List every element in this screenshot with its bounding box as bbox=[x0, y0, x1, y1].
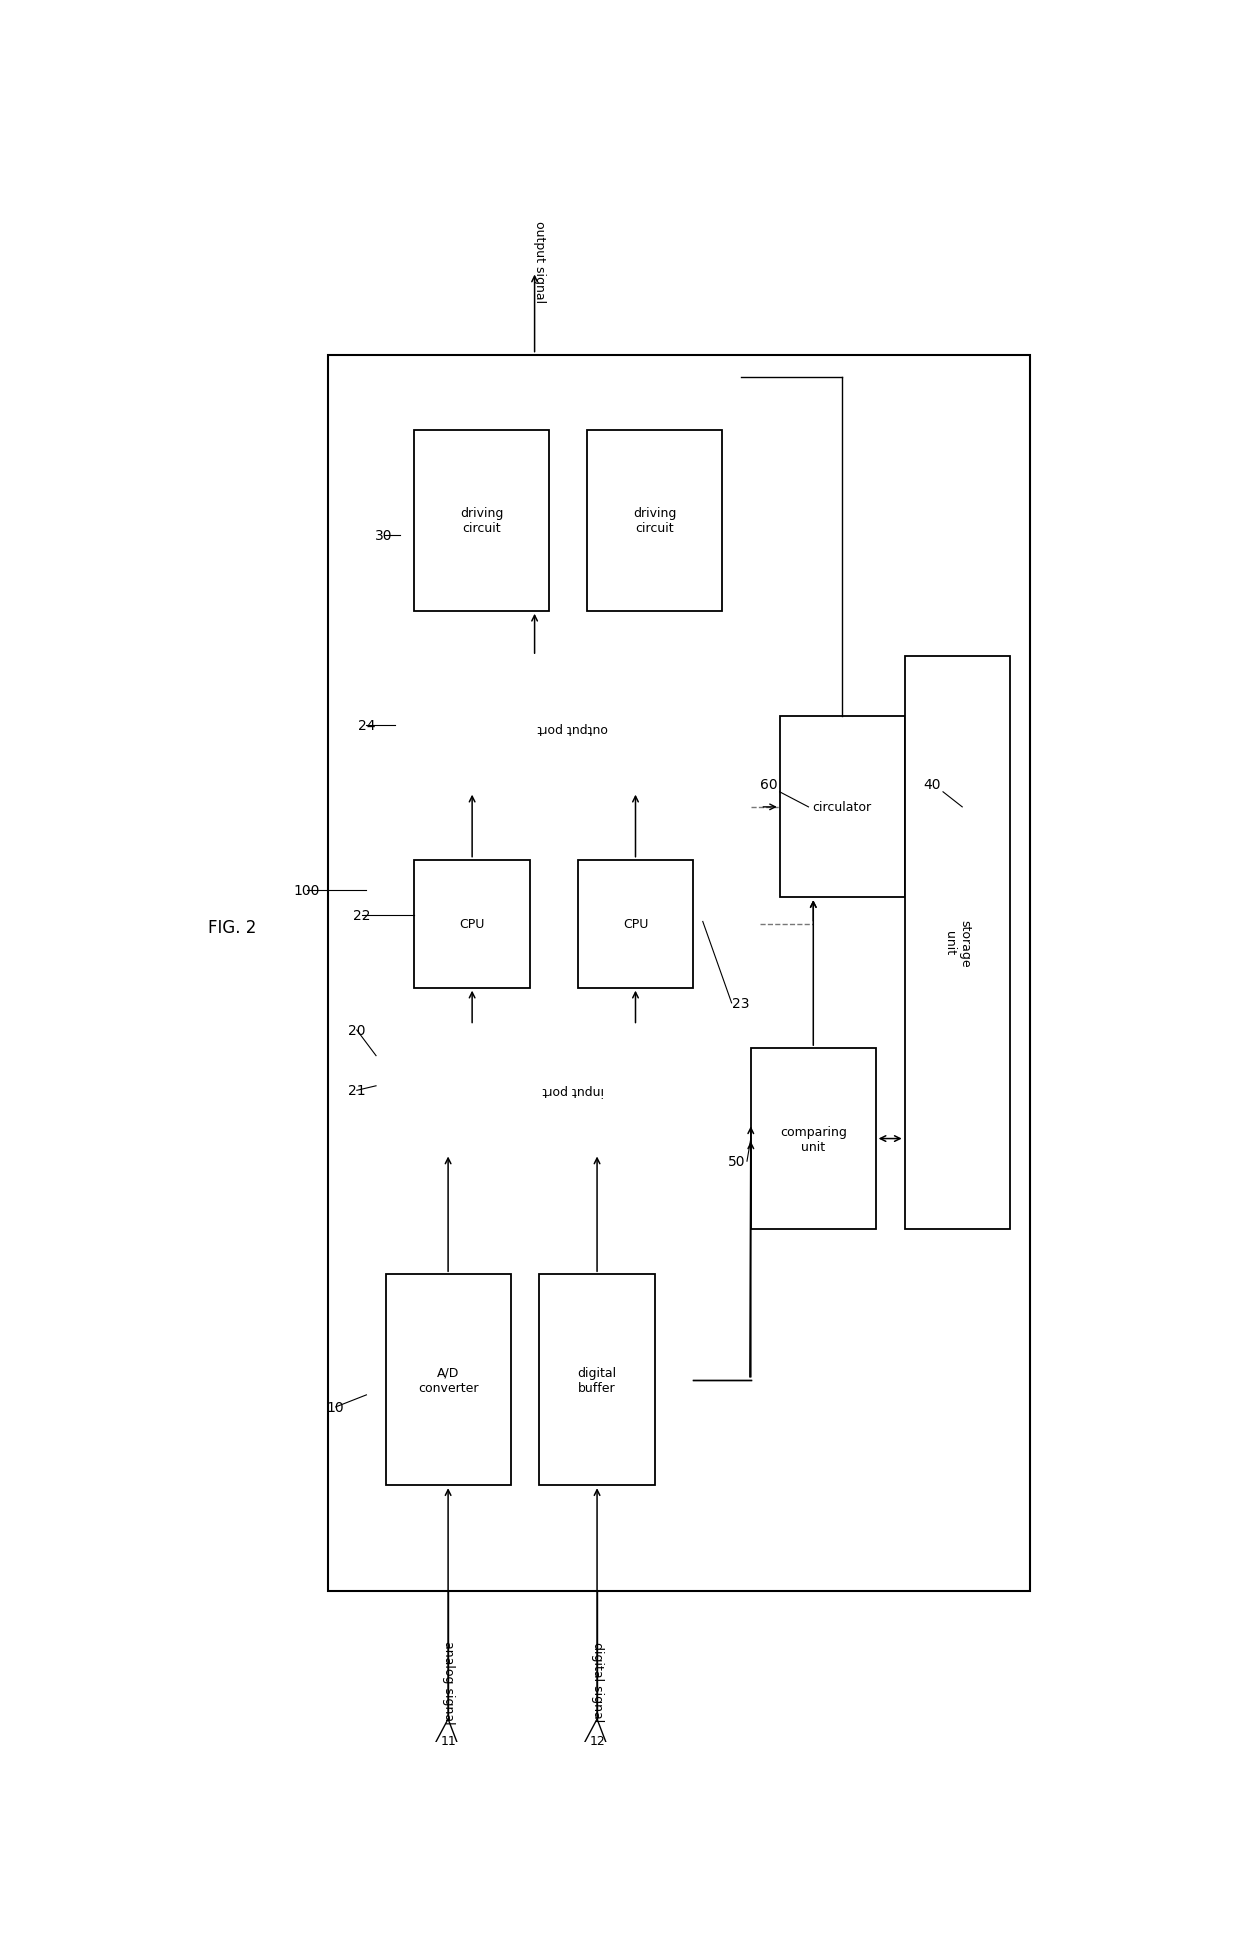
Text: 20: 20 bbox=[348, 1024, 366, 1037]
Bar bbox=[905, 658, 1011, 1229]
Text: 22: 22 bbox=[353, 908, 371, 924]
Text: storage
unit: storage unit bbox=[944, 920, 971, 967]
Text: 12: 12 bbox=[589, 1734, 605, 1748]
Text: output port: output port bbox=[538, 722, 609, 734]
Bar bbox=[386, 1274, 511, 1485]
Bar bbox=[414, 431, 549, 613]
Text: driving
circuit: driving circuit bbox=[634, 507, 676, 534]
Text: 23: 23 bbox=[733, 996, 750, 1010]
Text: driving
circuit: driving circuit bbox=[460, 507, 503, 534]
Bar bbox=[414, 861, 529, 988]
Bar bbox=[376, 687, 760, 1200]
Bar bbox=[578, 861, 693, 988]
Text: 40: 40 bbox=[924, 777, 941, 793]
Text: comparing
unit: comparing unit bbox=[780, 1125, 847, 1153]
Text: FIG. 2: FIG. 2 bbox=[207, 920, 257, 937]
Text: CPU: CPU bbox=[460, 918, 485, 932]
Text: 50: 50 bbox=[728, 1155, 745, 1168]
Text: 10: 10 bbox=[327, 1399, 345, 1415]
Bar bbox=[396, 1025, 750, 1155]
Text: 11: 11 bbox=[440, 1734, 456, 1748]
Text: 100: 100 bbox=[294, 883, 320, 898]
Text: output signal: output signal bbox=[533, 221, 546, 303]
Text: analog signal: analog signal bbox=[441, 1640, 455, 1724]
Text: 24: 24 bbox=[357, 718, 376, 734]
Bar bbox=[396, 663, 750, 793]
Bar bbox=[367, 386, 828, 1546]
Text: 60: 60 bbox=[760, 777, 777, 793]
Text: 21: 21 bbox=[348, 1084, 366, 1098]
Text: digital
buffer: digital buffer bbox=[578, 1366, 616, 1393]
Bar bbox=[539, 1274, 655, 1485]
Text: CPU: CPU bbox=[622, 918, 649, 932]
Text: input port: input port bbox=[542, 1084, 604, 1096]
Text: 30: 30 bbox=[374, 528, 393, 544]
Bar bbox=[367, 1229, 693, 1546]
Bar bbox=[751, 1049, 875, 1229]
Text: digital signal: digital signal bbox=[590, 1642, 604, 1722]
Text: A/D
converter: A/D converter bbox=[418, 1366, 479, 1393]
Text: circulator: circulator bbox=[812, 800, 872, 814]
Bar bbox=[588, 431, 722, 613]
Bar bbox=[396, 401, 750, 658]
Bar bbox=[780, 716, 904, 898]
Bar bbox=[327, 356, 1029, 1591]
